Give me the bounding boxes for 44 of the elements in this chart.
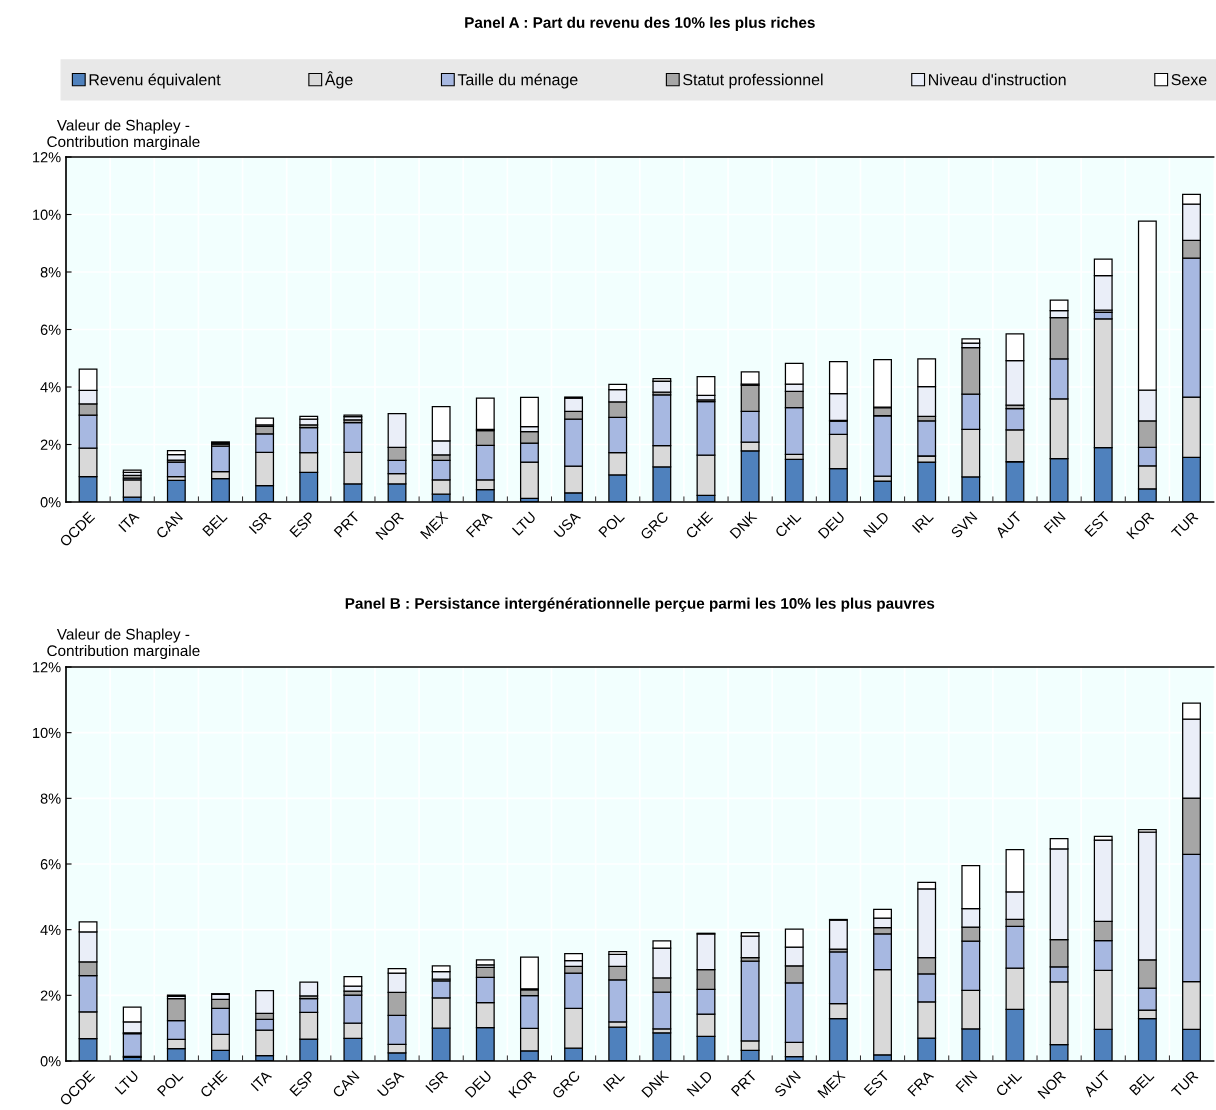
y-tick-label: 4% [40, 924, 61, 936]
x-tick-label: ITA [250, 1069, 273, 1092]
y-tick-label: 6% [40, 859, 61, 870]
x-tick-label: FIN [955, 1070, 978, 1093]
x-tick-label: POL [156, 1069, 184, 1097]
y-tick-label: 12% [33, 152, 61, 163]
chart-title: Panel A : Part du revenu des 10% les plus riches [465, 16, 815, 31]
x-tick-label: CHL [995, 1069, 1023, 1098]
chart-title: Panel B : Persistance intergénérationnelle perçue parmi les 10% les plus pauvres [345, 597, 935, 612]
y-tick-label: 2% [40, 439, 61, 450]
x-tick-label: LTU [511, 511, 537, 536]
y-tick-label: 0% [40, 497, 61, 508]
x-tick-label: FRA [465, 510, 493, 538]
y-tick-label: 8% [40, 267, 61, 278]
x-tick-label: TUR [1170, 1070, 1199, 1098]
x-tick-label: POL [598, 510, 625, 538]
legend-label: Sexe [1171, 74, 1207, 86]
y-tick-label: 6% [40, 324, 61, 335]
x-tick-label: IRL [603, 1070, 625, 1092]
x-tick-label: BEL [1129, 1070, 1155, 1096]
y-axis-title: Valeur de Shapley - Contribution marginale [47, 628, 200, 660]
x-tick-label: FIN [1043, 511, 1066, 534]
y-tick-label: 12% [33, 662, 61, 673]
x-tick-label: ISR [425, 1070, 449, 1094]
y-tick-label: 10% [33, 209, 61, 220]
y-tick-label: 2% [40, 990, 61, 1001]
x-tick-label: CHL [774, 510, 802, 539]
x-tick-label: BEL [202, 511, 228, 537]
x-tick-label: TUR [1170, 511, 1199, 539]
y-tick-label: 0% [40, 1056, 61, 1067]
x-tick-label: USA [376, 1069, 405, 1098]
y-tick-label: 8% [40, 793, 61, 804]
x-tick-label: ISR [248, 511, 272, 535]
y-axis-title: Valeur de Shapley - Contribution marginale [47, 119, 200, 151]
legend-label: Revenu équivalent [89, 73, 221, 89]
legend-label: Niveau d'instruction [929, 73, 1066, 86]
legend-label: Âge [324, 71, 353, 89]
x-tick-label: USA [553, 510, 582, 539]
x-tick-label: IRL [911, 511, 934, 533]
y-tick-label: 10% [33, 727, 61, 739]
x-tick-label: ITA [118, 510, 140, 533]
y-tick-label: 4% [40, 382, 61, 393]
legend-label: Statut professionnel [683, 73, 823, 89]
legend-label: Taille du ménage [457, 73, 578, 89]
